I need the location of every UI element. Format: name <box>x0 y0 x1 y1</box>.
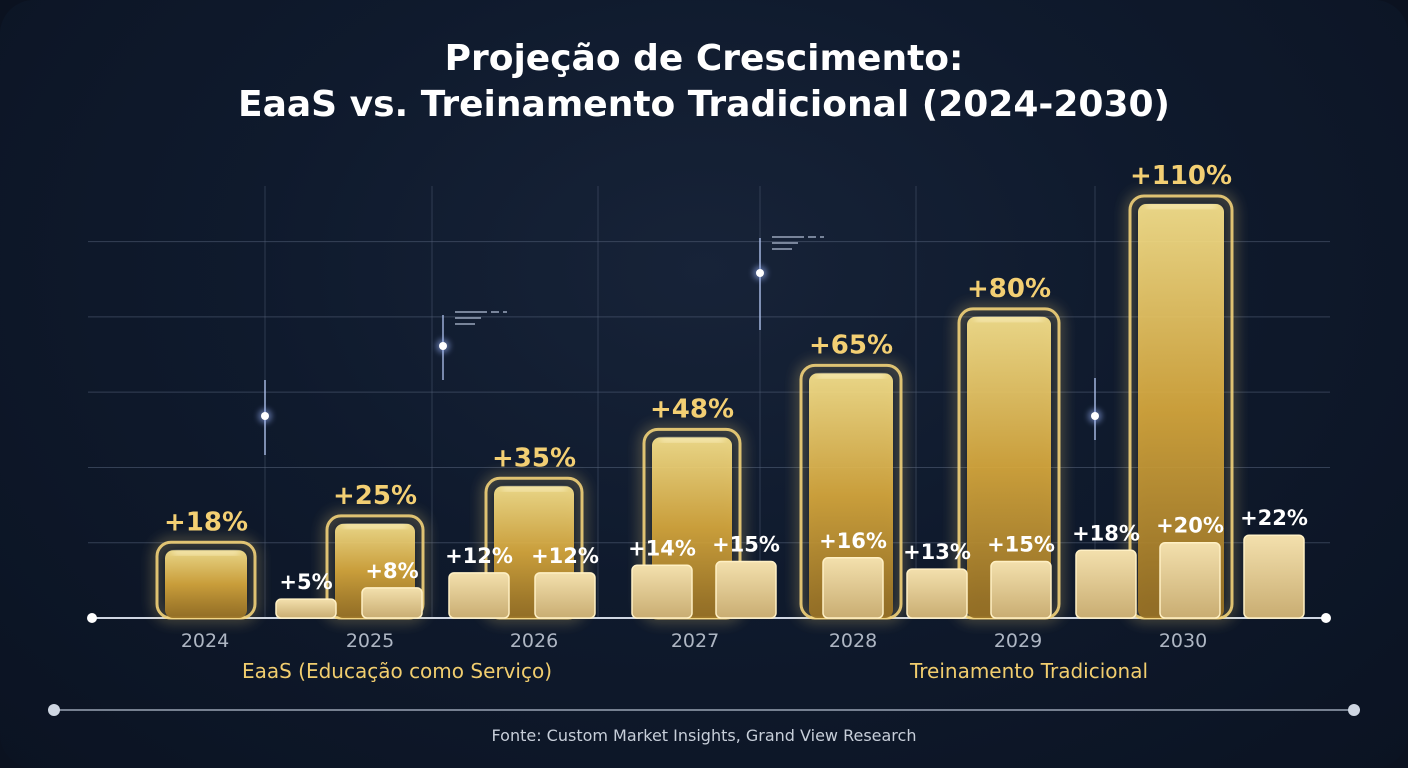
footer-divider <box>54 709 1354 711</box>
traditional-value-label: +16% <box>819 529 887 553</box>
traditional-series <box>275 534 1305 619</box>
eaas-value-label: +18% <box>164 507 248 537</box>
eaas-bar-2024 <box>155 540 257 620</box>
traditional-bar <box>1243 534 1305 619</box>
x-tick-label: 2027 <box>671 630 719 652</box>
traditional-bar <box>361 587 423 619</box>
traditional-bar <box>275 598 337 619</box>
eaas-bar-highlight <box>343 524 407 528</box>
eaas-bar-fill <box>165 550 247 618</box>
eaas-value-label: +110% <box>1130 161 1232 191</box>
chart-title-line-2: EaaS vs. Treinamento Tradicional (2024-2… <box>237 84 1170 125</box>
eaas-value-label: +48% <box>650 394 734 424</box>
eaas-value-label: +65% <box>809 330 893 360</box>
traditional-bar <box>1159 541 1221 619</box>
legend-traditional: Treinamento Tradicional <box>909 659 1148 683</box>
traditional-value-label: +22% <box>1240 506 1308 530</box>
traditional-bar <box>1075 549 1137 619</box>
eaas-bar-highlight <box>817 374 885 378</box>
x-tick-label: 2030 <box>1159 630 1207 652</box>
eaas-series <box>155 194 1234 620</box>
x-tick-label: 2026 <box>510 630 558 652</box>
traditional-value-label: +12% <box>531 544 599 568</box>
traditional-value-label: +14% <box>628 536 696 560</box>
eaas-bar-highlight <box>502 487 566 491</box>
eaas-bar-highlight <box>173 551 239 555</box>
x-tick-label: 2024 <box>181 630 229 652</box>
source-note: Fonte: Custom Market Insights, Grand Vie… <box>491 726 917 745</box>
eaas-bar-highlight <box>660 438 724 442</box>
traditional-bar <box>906 568 968 619</box>
eaas-value-label: +25% <box>333 481 417 511</box>
x-tick-label: 2029 <box>994 630 1042 652</box>
x-axis-dot-left <box>87 613 97 623</box>
decoration-layer <box>258 236 1102 455</box>
traditional-value-label: +5% <box>279 570 332 594</box>
label-layer: +18% +25% +35% +48% +65% +80% +110% +5% +8% +12% +… <box>164 161 1308 683</box>
traditional-value-label: +13% <box>903 540 971 564</box>
chart-title: Projeção de Crescimento: EaaS vs. Treina… <box>0 36 1408 128</box>
eaas-value-label: +35% <box>492 443 576 473</box>
light-dot <box>1091 412 1099 420</box>
x-tick-label: 2025 <box>346 630 394 652</box>
traditional-value-label: +8% <box>365 559 418 583</box>
traditional-value-label: +15% <box>712 533 780 557</box>
chart-title-line-1: Projeção de Crescimento: <box>444 38 964 79</box>
light-dot <box>261 412 269 420</box>
eaas-value-label: +80% <box>967 274 1051 304</box>
traditional-bar <box>448 572 510 619</box>
traditional-value-label: +18% <box>1072 521 1140 545</box>
traditional-value-label: +12% <box>445 544 513 568</box>
footer-divider-dot-left <box>48 704 60 716</box>
eaas-bar-fill <box>967 316 1051 618</box>
traditional-bar <box>715 560 777 619</box>
footer-divider-dot-right <box>1348 704 1360 716</box>
legend-eaas: EaaS (Educação como Serviço) <box>242 659 552 683</box>
eaas-bar-fill <box>809 373 893 618</box>
traditional-value-label: +20% <box>1156 514 1224 538</box>
eaas-bar-fill <box>1138 204 1224 618</box>
x-axis-dot-right <box>1321 613 1331 623</box>
eaas-bar-highlight <box>975 317 1043 321</box>
eaas-bar-highlight <box>1146 205 1216 208</box>
light-dot <box>439 342 447 350</box>
traditional-value-label: +15% <box>987 533 1055 557</box>
traditional-bar <box>990 560 1052 619</box>
x-tick-label: 2028 <box>829 630 877 652</box>
traditional-bar <box>631 564 693 619</box>
traditional-bar <box>534 572 596 619</box>
light-dot <box>756 269 764 277</box>
traditional-bar <box>822 557 884 619</box>
